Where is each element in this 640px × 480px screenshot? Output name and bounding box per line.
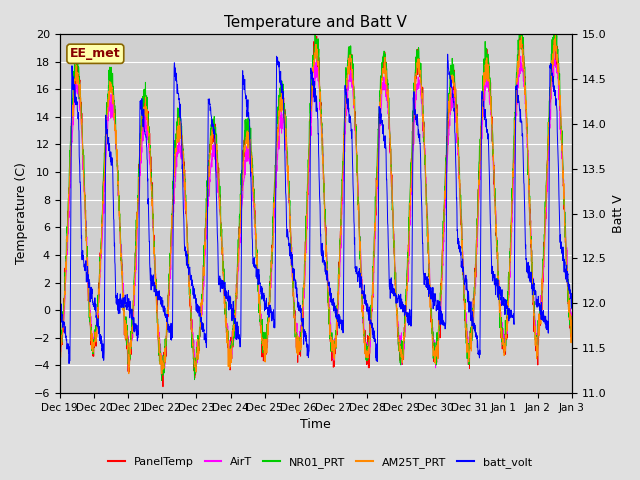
Y-axis label: Temperature (C): Temperature (C) bbox=[15, 163, 28, 264]
Y-axis label: Batt V: Batt V bbox=[612, 194, 625, 233]
Legend: PanelTemp, AirT, NR01_PRT, AM25T_PRT, batt_volt: PanelTemp, AirT, NR01_PRT, AM25T_PRT, ba… bbox=[104, 452, 536, 472]
Title: Temperature and Batt V: Temperature and Batt V bbox=[225, 15, 407, 30]
X-axis label: Time: Time bbox=[301, 419, 332, 432]
Text: EE_met: EE_met bbox=[70, 48, 121, 60]
